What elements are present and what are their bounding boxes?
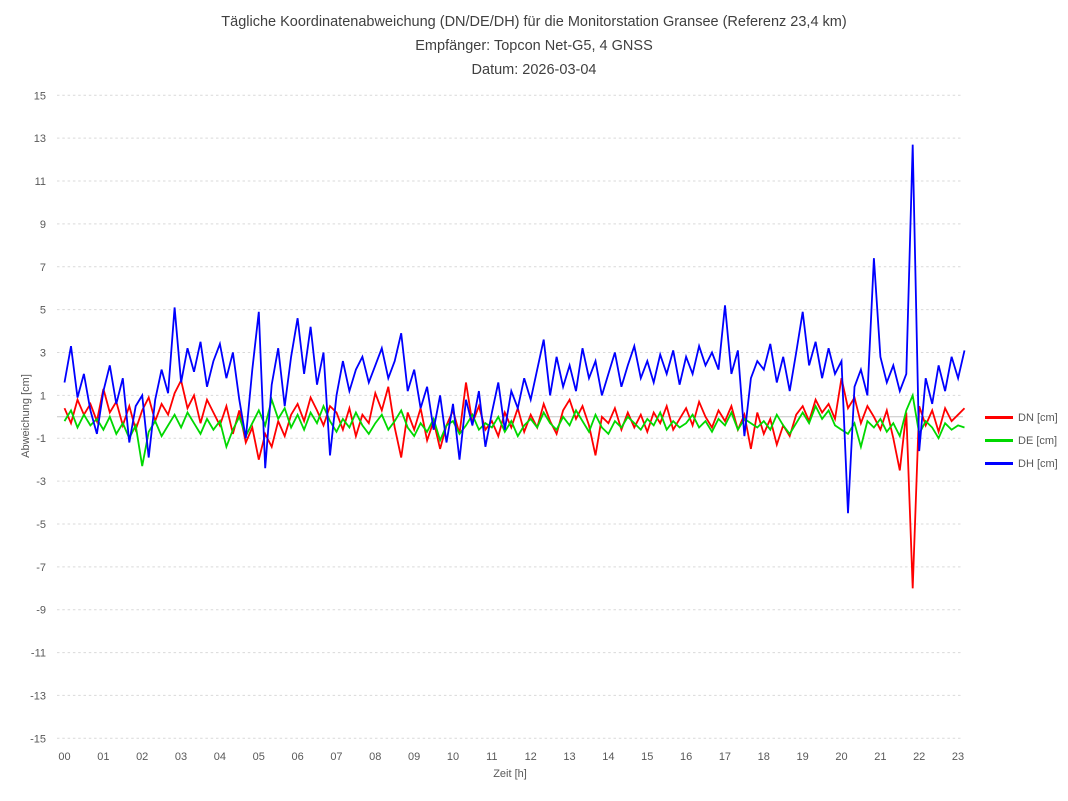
x-tick-label-02: 02 <box>136 751 148 763</box>
x-tick-label-00: 00 <box>58 751 70 763</box>
chart-title-line1: Tägliche Koordinatenabweichung (DN/DE/DH… <box>221 14 847 30</box>
y-tick-label-3: 3 <box>40 348 46 360</box>
chart-title: Tägliche Koordinatenabweichung (DN/DE/DH… <box>0 10 1068 82</box>
y-tick-label-13: 13 <box>34 133 46 145</box>
legend-item-dn: DN [cm] <box>985 406 1058 429</box>
y-tick-label--15: -15 <box>30 733 46 745</box>
y-tick-label--1: -1 <box>36 433 46 445</box>
y-tick-label--9: -9 <box>36 605 46 617</box>
x-tick-label-18: 18 <box>758 751 770 763</box>
legend-label-dn: DN [cm] <box>1018 411 1058 424</box>
y-tick-label-1: 1 <box>40 390 46 402</box>
y-tick-label--5: -5 <box>36 519 46 531</box>
legend-swatch-dn <box>985 416 1013 419</box>
x-tick-label-10: 10 <box>447 751 459 763</box>
x-tick-label-12: 12 <box>525 751 537 763</box>
y-tick-label-9: 9 <box>40 219 46 231</box>
legend-item-de: DE [cm] <box>985 429 1058 452</box>
x-tick-label-20: 20 <box>835 751 847 763</box>
x-tick-label-01: 01 <box>97 751 109 763</box>
legend-swatch-de <box>985 439 1013 442</box>
x-tick-label-21: 21 <box>874 751 886 763</box>
y-tick-label-11: 11 <box>35 176 46 188</box>
series-line-DE <box>63 392 965 467</box>
x-tick-label-09: 09 <box>408 751 420 763</box>
x-tick-label-03: 03 <box>175 751 187 763</box>
x-tick-label-11: 11 <box>486 751 497 763</box>
x-tick-label-08: 08 <box>369 751 381 763</box>
legend-label-dh: DH [cm] <box>1018 457 1058 470</box>
y-tick-label-5: 5 <box>40 305 46 317</box>
series-line-DN <box>63 377 966 589</box>
x-tick-label-22: 22 <box>913 751 925 763</box>
legend-label-de: DE [cm] <box>1018 434 1058 447</box>
legend: DN [cm] DE [cm] DH [cm] <box>985 406 1058 475</box>
x-tick-label-23: 23 <box>952 751 964 763</box>
x-tick-label-06: 06 <box>291 751 303 763</box>
y-tick-label--3: -3 <box>36 476 46 488</box>
y-tick-label--7: -7 <box>36 562 46 574</box>
x-tick-label-19: 19 <box>797 751 809 763</box>
x-tick-label-16: 16 <box>680 751 692 763</box>
x-tick-label-04: 04 <box>214 751 226 763</box>
y-axis-title: Abweichung [cm] <box>20 374 32 458</box>
x-tick-label-15: 15 <box>641 751 653 763</box>
series-line-DH <box>63 144 966 514</box>
y-tick-label-7: 7 <box>40 262 46 274</box>
x-tick-label-07: 07 <box>330 751 342 763</box>
x-tick-label-13: 13 <box>563 751 575 763</box>
x-axis-title: Zeit [h] <box>493 768 527 780</box>
chart-title-line2: Empfänger: Topcon Net-G5, 4 GNSS <box>415 38 653 54</box>
x-tick-label-17: 17 <box>719 751 731 763</box>
legend-item-dh: DH [cm] <box>985 452 1058 475</box>
y-tick-label-15: 15 <box>34 90 46 102</box>
y-tick-label--11: -11 <box>31 648 46 660</box>
x-tick-label-05: 05 <box>253 751 265 763</box>
legend-swatch-dh <box>985 462 1013 465</box>
y-tick-label--13: -13 <box>30 690 46 702</box>
chart-title-line3: Datum: 2026-03-04 <box>471 62 597 78</box>
x-tick-label-14: 14 <box>602 751 614 763</box>
